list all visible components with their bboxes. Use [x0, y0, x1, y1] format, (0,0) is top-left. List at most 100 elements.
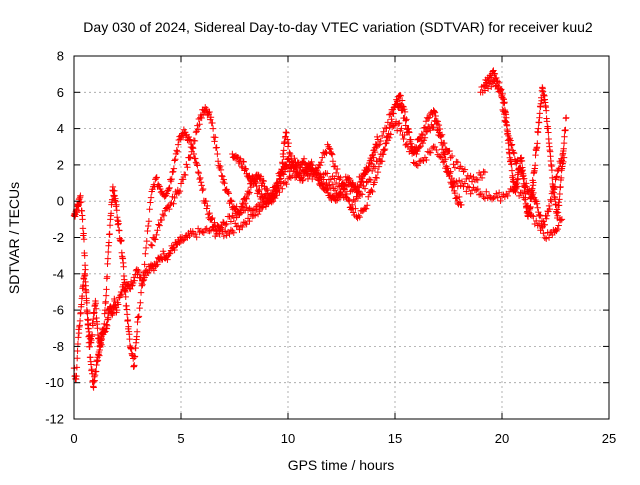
data-point-fill	[518, 167, 526, 175]
data-point-fill	[366, 157, 374, 164]
data-point-fill	[545, 202, 553, 210]
data-point-fill	[481, 87, 489, 94]
data-point-fill	[508, 160, 515, 168]
data-point	[383, 139, 390, 147]
data-point-fill	[203, 105, 210, 113]
data-point	[246, 172, 253, 179]
data-point-fill	[88, 331, 96, 338]
data-point-fill	[147, 199, 154, 206]
data-point-fill	[321, 181, 329, 188]
data-point-fill	[96, 352, 103, 359]
data-point-fill	[351, 197, 359, 205]
data-point	[139, 281, 146, 288]
data-point-fill	[104, 255, 112, 262]
data-point-fill	[74, 347, 81, 355]
data-point-fill	[421, 134, 429, 141]
data-point-fill	[118, 237, 125, 244]
data-point-fill	[505, 136, 513, 143]
data-point-fill	[388, 116, 395, 123]
data-point-fill	[557, 216, 565, 224]
data-point-fill	[166, 205, 173, 213]
data-point-fill	[154, 261, 161, 268]
y-tick-label: -8	[52, 339, 64, 354]
x-axis-label: GPS time / hours	[288, 457, 395, 473]
data-point-fill	[193, 233, 200, 241]
data-point-fill	[242, 194, 250, 202]
data-point	[378, 132, 386, 140]
data-point-fill	[224, 188, 232, 196]
data-point-fill	[230, 229, 237, 236]
data-point-fill	[145, 218, 153, 225]
data-point-fill	[373, 141, 380, 148]
data-point-fill	[561, 133, 568, 140]
data-point-fill	[272, 184, 280, 192]
data-point-fill	[468, 178, 476, 185]
data-point	[81, 252, 88, 259]
data-point-fill	[510, 149, 517, 156]
data-point	[194, 168, 202, 176]
data-point-fill	[223, 232, 230, 239]
data-point-fill	[75, 329, 83, 337]
data-point-fill	[390, 110, 397, 117]
data-point	[535, 208, 542, 216]
data-point-fill	[371, 164, 379, 172]
data-point-fill	[165, 185, 173, 192]
data-point	[250, 212, 257, 219]
data-point	[329, 158, 337, 165]
data-point-fill	[77, 309, 84, 316]
data-point-fill	[326, 145, 333, 152]
data-point-fill	[554, 209, 562, 216]
data-point-fill	[474, 185, 481, 193]
data-point-fill	[388, 120, 396, 127]
data-point-fill	[540, 230, 547, 237]
data-point-fill	[393, 100, 401, 107]
data-point-fill	[102, 298, 109, 306]
data-point-fill	[543, 215, 550, 222]
data-point-fill	[546, 205, 553, 213]
data-point	[558, 216, 566, 223]
data-point-fill	[259, 204, 266, 211]
data-point-fill	[84, 310, 91, 317]
data-point-fill	[407, 136, 414, 143]
data-point-fill	[517, 165, 524, 172]
data-point-fill	[331, 175, 338, 182]
data-point	[496, 85, 504, 92]
data-point-fill	[188, 148, 195, 155]
data-point	[214, 150, 221, 158]
data-point-fill	[448, 152, 456, 160]
data-point-fill	[396, 119, 403, 127]
data-point	[316, 170, 324, 178]
data-point	[105, 315, 112, 323]
data-point-fill	[324, 170, 331, 177]
grid-lines	[74, 56, 609, 419]
data-point-fill	[497, 197, 504, 205]
data-point-fill	[473, 186, 480, 194]
data-point	[256, 176, 264, 183]
data-point	[199, 228, 206, 236]
data-point-fill	[332, 197, 339, 205]
data-point-fill	[349, 179, 357, 186]
data-point-fill	[541, 221, 548, 228]
data-point-fill	[414, 162, 422, 169]
data-point-fill	[426, 114, 433, 121]
data-point-fill	[171, 157, 178, 164]
data-point-fill	[213, 228, 220, 235]
y-tick-label: 6	[57, 85, 64, 100]
data-point-fill	[197, 174, 204, 182]
data-point-fill	[222, 221, 229, 229]
data-point-fill	[159, 210, 167, 218]
data-point-fill	[204, 109, 212, 116]
data-point	[543, 118, 551, 125]
data-point-fill	[171, 194, 178, 202]
data-point-fill	[291, 167, 299, 175]
data-point-fill	[547, 196, 554, 203]
data-point-fill	[92, 300, 99, 307]
data-point-fill	[491, 193, 499, 201]
data-point-fill	[530, 213, 537, 220]
data-point-fill	[458, 165, 466, 172]
data-point-fill	[534, 204, 541, 211]
data-point-fill	[166, 184, 173, 192]
data-point-fill	[101, 306, 109, 314]
data-point-fill	[362, 205, 370, 212]
